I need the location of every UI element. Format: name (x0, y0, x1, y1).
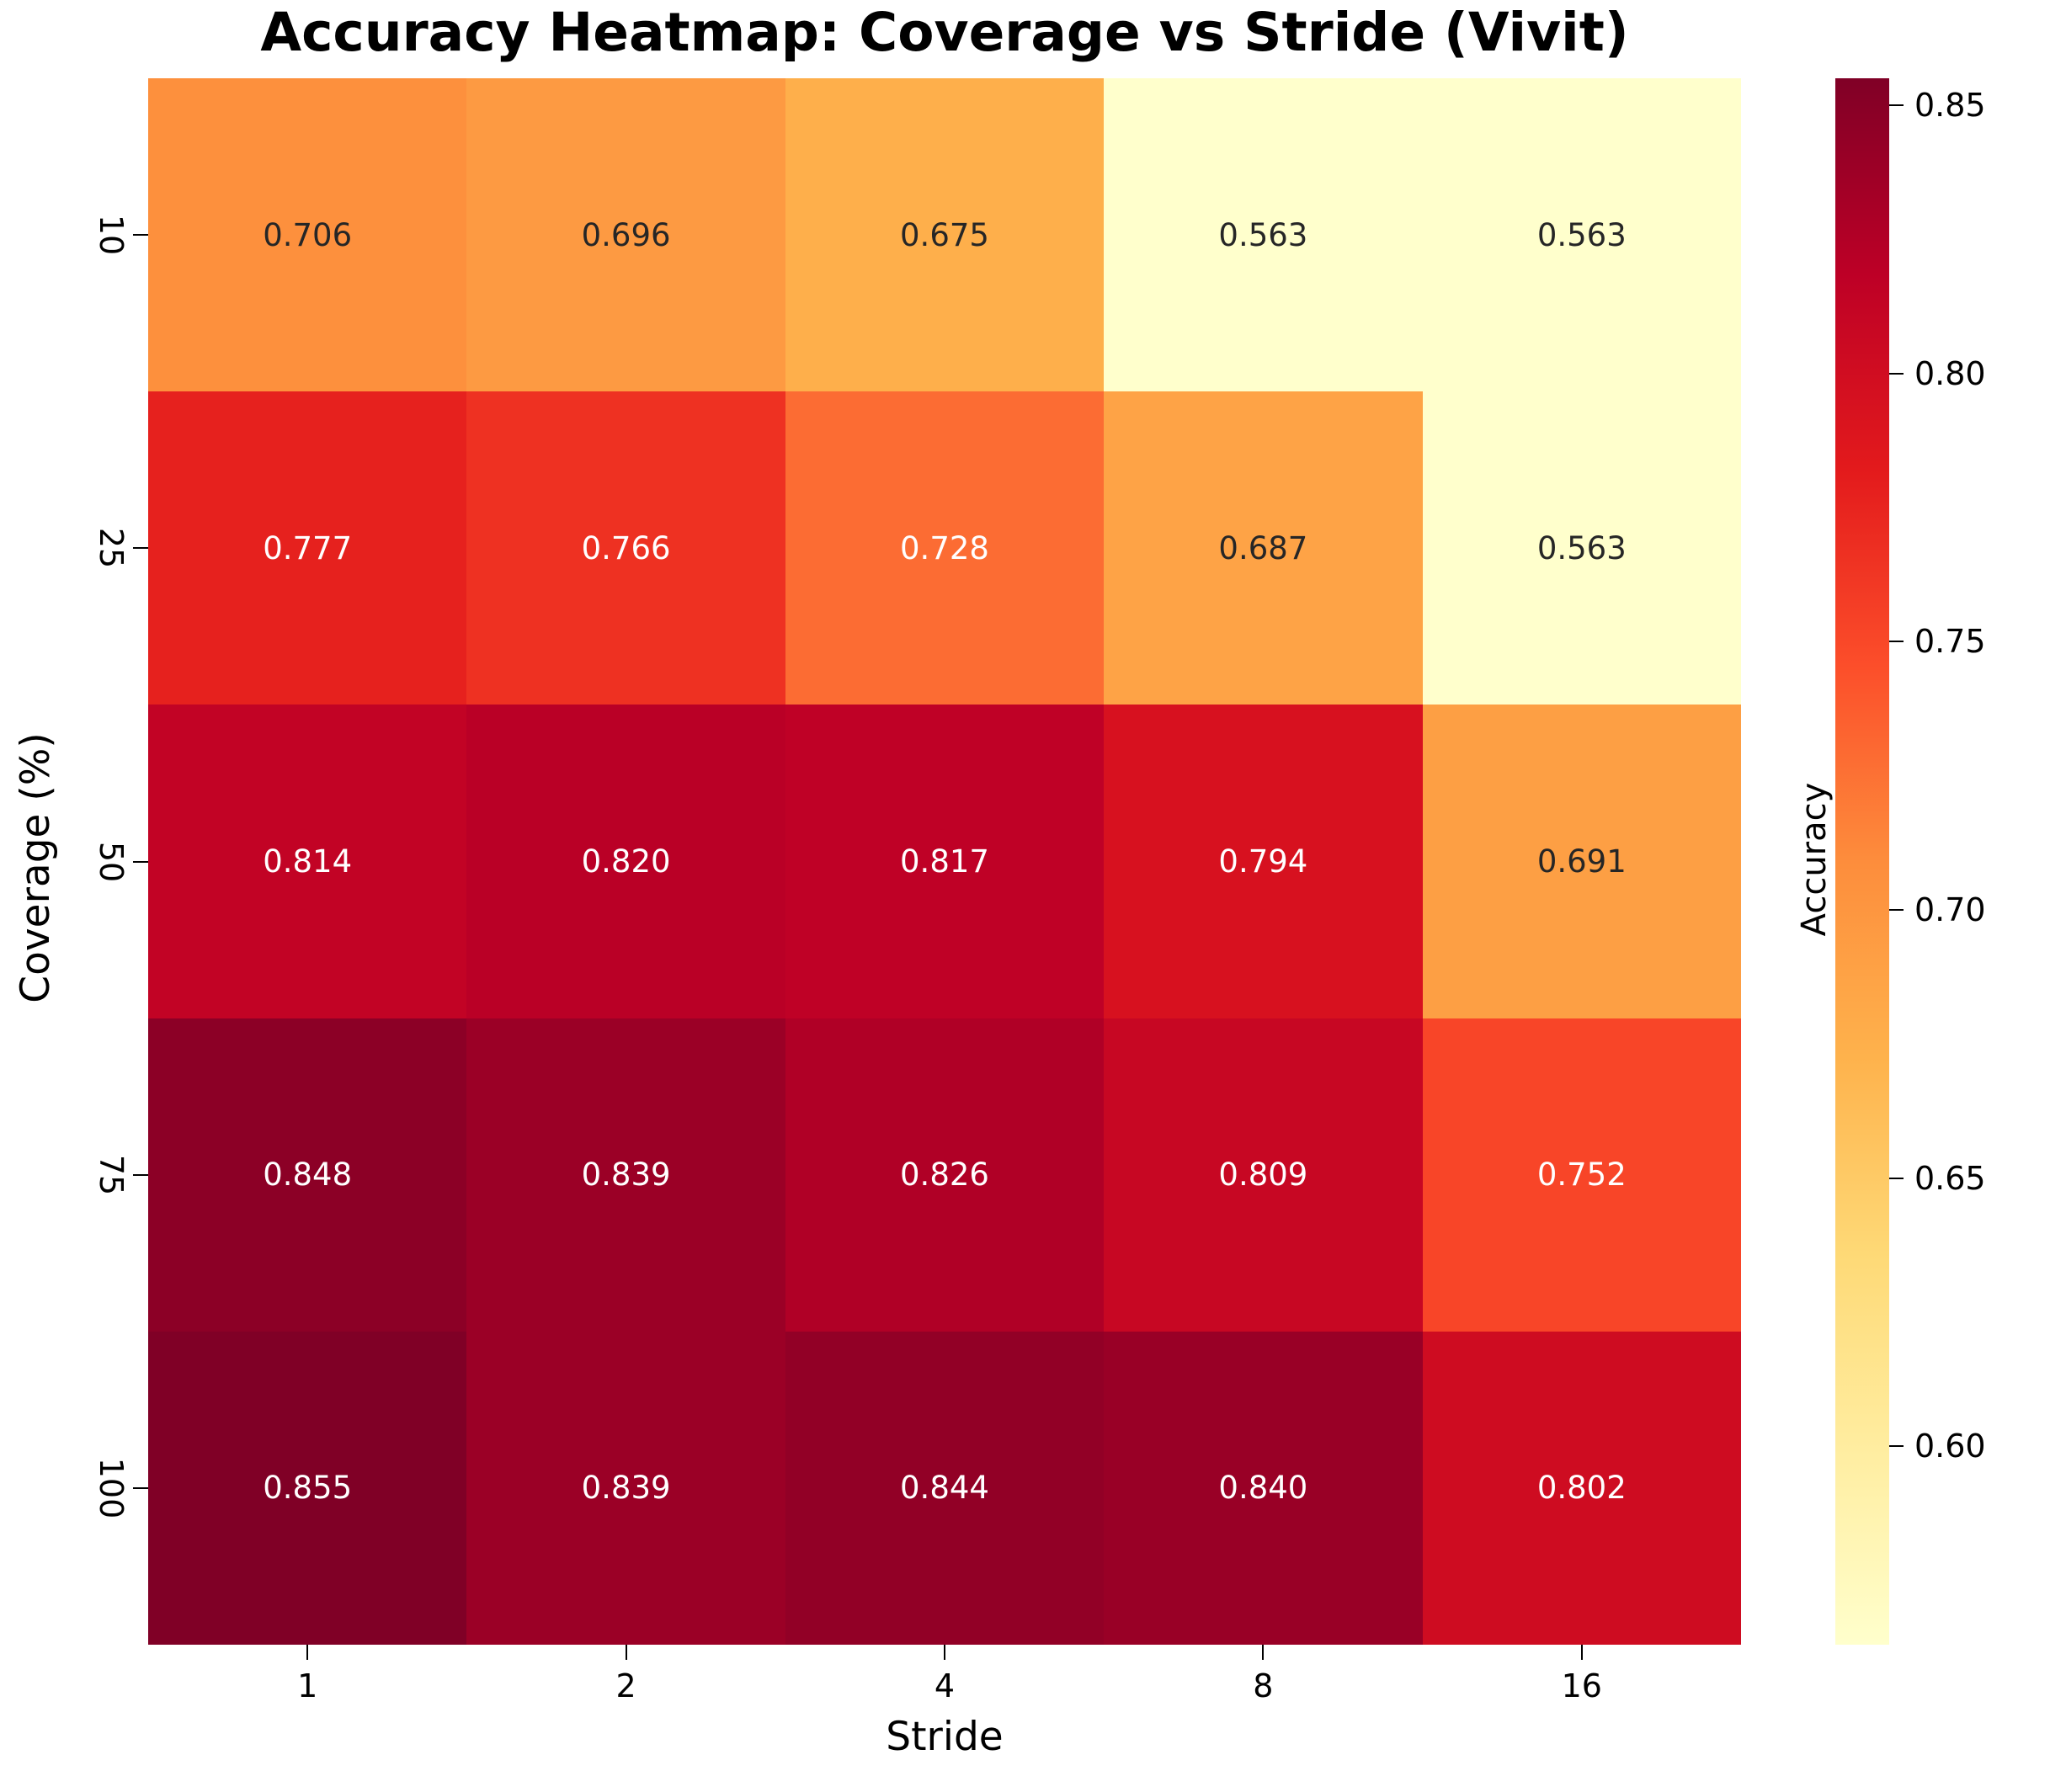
colorbar-tick-label: 0.85 (1914, 86, 1986, 124)
cell-value: 0.820 (581, 843, 671, 880)
x-tick-label: 1 (297, 1667, 318, 1704)
heatmap-cell: 0.766 (466, 391, 785, 705)
heatmap-cell: 0.820 (466, 705, 785, 1018)
x-axis-tick (1262, 1645, 1265, 1660)
colorbar-gradient (1835, 78, 1889, 1645)
colorbar-tick (1889, 1177, 1904, 1179)
heatmap-cell: 0.839 (466, 1331, 785, 1645)
heatmap-cell: 0.844 (785, 1331, 1105, 1645)
colorbar-tick-label: 0.60 (1914, 1428, 1986, 1465)
cell-value: 0.696 (581, 216, 671, 253)
cell-value: 0.794 (1218, 843, 1308, 880)
cell-value: 0.766 (581, 529, 671, 566)
y-tick-label: 10 (93, 214, 130, 256)
heatmap-cell: 0.687 (1104, 391, 1423, 705)
colorbar-tick (1889, 1445, 1904, 1448)
heatmap-cell: 0.706 (148, 78, 467, 392)
chart-title: Accuracy Heatmap: Coverage vs Stride (Vi… (260, 2, 1629, 63)
heatmap-cell: 0.802 (1422, 1331, 1741, 1645)
cell-value: 0.826 (900, 1157, 989, 1194)
colorbar-tick-label: 0.70 (1914, 891, 1986, 928)
heatmap-cell: 0.728 (785, 391, 1105, 705)
heatmap-cell: 0.752 (1422, 1018, 1741, 1332)
x-tick-label: 16 (1561, 1667, 1602, 1704)
y-axis-tick (133, 547, 148, 550)
x-axis-tick (625, 1645, 627, 1660)
y-tick-label: 100 (93, 1457, 130, 1519)
heatmap-cell: 0.563 (1422, 78, 1741, 392)
cell-value: 0.687 (1218, 529, 1308, 566)
cell-value: 0.814 (263, 843, 353, 880)
heatmap-cell: 0.817 (785, 705, 1105, 1018)
cell-value: 0.563 (1536, 216, 1627, 253)
colorbar-tick (1889, 908, 1904, 911)
heatmap-cell: 0.696 (466, 78, 785, 392)
y-axis-label: Coverage (%) (13, 732, 59, 1003)
x-tick-label: 4 (934, 1667, 956, 1704)
heatmap-cell: 0.814 (148, 705, 467, 1018)
cell-value: 0.691 (1536, 843, 1627, 880)
heatmap-cell: 0.839 (466, 1018, 785, 1332)
cell-value: 0.848 (263, 1157, 353, 1194)
heatmap-cell: 0.848 (148, 1018, 467, 1332)
x-axis-tick (306, 1645, 309, 1660)
x-tick-label: 8 (1253, 1667, 1274, 1704)
cell-value: 0.839 (581, 1470, 671, 1507)
y-axis-tick (133, 1486, 148, 1489)
cell-value: 0.844 (900, 1470, 989, 1507)
heatmap-cell: 0.691 (1422, 705, 1741, 1018)
cell-value: 0.840 (1218, 1470, 1308, 1507)
heatmap-cell: 0.675 (785, 78, 1105, 392)
colorbar-tick (1889, 641, 1904, 643)
heatmap-cell: 0.809 (1104, 1018, 1423, 1332)
x-axis-tick (944, 1645, 945, 1660)
colorbar-tick-label: 0.65 (1914, 1159, 1986, 1197)
x-axis-tick (1580, 1645, 1583, 1660)
cell-value: 0.563 (1536, 529, 1627, 566)
heatmap-cell: 0.563 (1104, 78, 1423, 392)
cell-value: 0.728 (900, 529, 989, 566)
heatmap-cell: 0.794 (1104, 705, 1423, 1018)
y-axis-tick (133, 1173, 148, 1176)
cell-value: 0.706 (263, 216, 353, 253)
cell-value: 0.809 (1218, 1157, 1308, 1194)
cell-value: 0.675 (900, 216, 989, 253)
heatmap-cell: 0.826 (785, 1018, 1105, 1332)
x-tick-label: 2 (615, 1667, 636, 1704)
colorbar-tick (1889, 104, 1904, 106)
colorbar-tick-label: 0.80 (1914, 354, 1986, 392)
colorbar-label: Accuracy (1795, 782, 1834, 937)
cell-value: 0.839 (581, 1157, 671, 1194)
heatmap-cell: 0.563 (1422, 391, 1741, 705)
x-axis-label: Stride (886, 1714, 1004, 1760)
heatmap-cell: 0.855 (148, 1331, 467, 1645)
y-axis-tick (133, 234, 148, 237)
heatmap-cell: 0.840 (1104, 1331, 1423, 1645)
y-tick-label: 75 (93, 1154, 130, 1195)
colorbar-tick-label: 0.75 (1914, 623, 1986, 661)
cell-value: 0.817 (900, 843, 989, 880)
y-axis-tick (133, 860, 148, 863)
heatmap-plot: 0.706 0.696 0.675 0.563 0.563 0.777 0.766 0.728… (148, 78, 1741, 1645)
y-tick-label: 25 (93, 528, 130, 569)
cell-value: 0.752 (1536, 1157, 1627, 1194)
y-tick-label: 50 (93, 841, 130, 882)
cell-value: 0.563 (1218, 216, 1308, 253)
colorbar-tick (1889, 372, 1904, 375)
cell-value: 0.802 (1536, 1470, 1627, 1507)
cell-value: 0.777 (263, 529, 353, 566)
cell-value: 0.855 (263, 1470, 353, 1507)
heatmap-cell: 0.777 (148, 391, 467, 705)
